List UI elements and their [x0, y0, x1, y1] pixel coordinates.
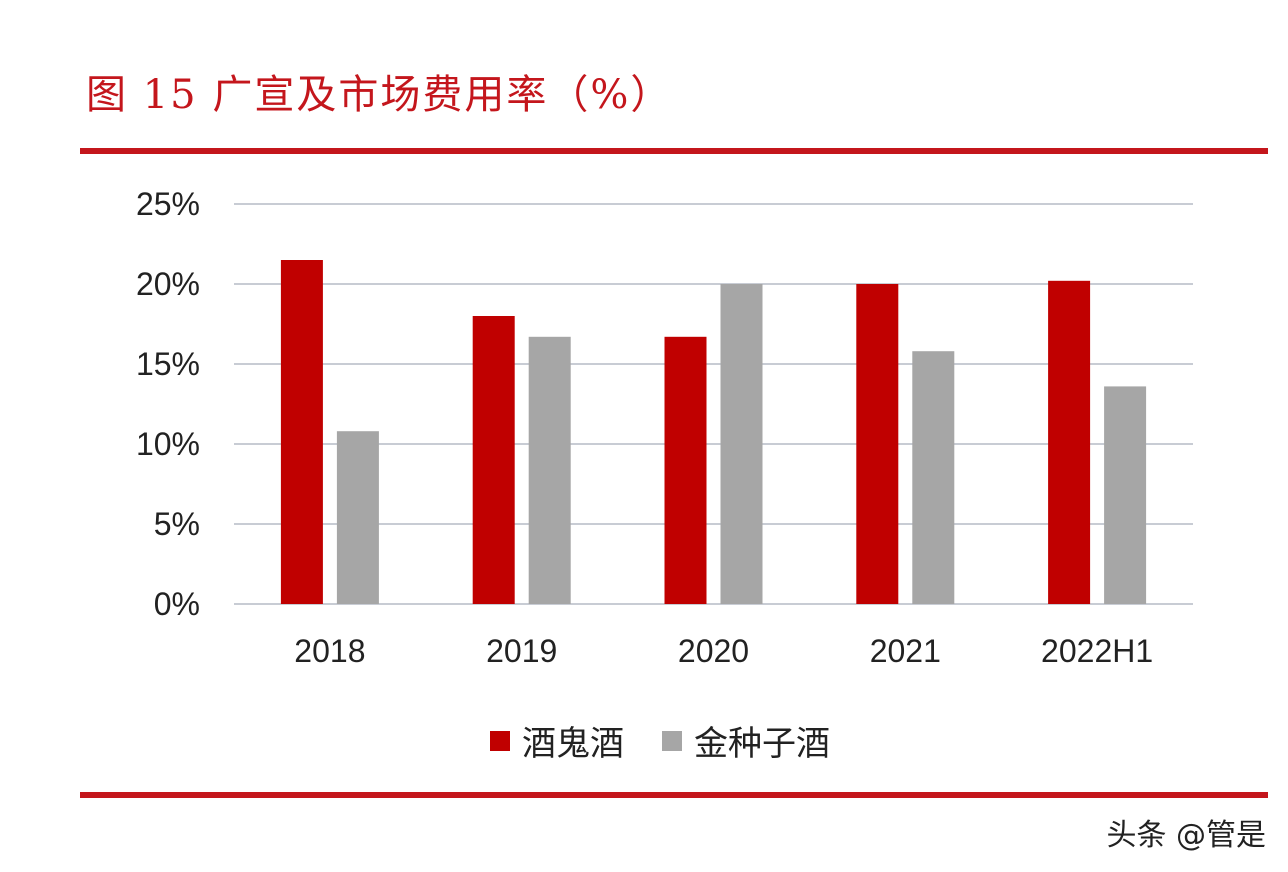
legend-swatch-series-2 — [662, 730, 682, 751]
y-tick-label: 20% — [136, 266, 200, 302]
legend-swatch-series-1 — [490, 730, 510, 751]
y-tick-label: 5% — [154, 506, 200, 542]
bar-series-1-2019 — [472, 316, 515, 604]
bar-series-2-2020 — [720, 284, 763, 604]
legend: 酒鬼酒 金种子酒 — [490, 716, 868, 765]
x-tick-label: 2021 — [870, 633, 941, 669]
y-tick-label: 15% — [136, 346, 200, 382]
bar-series-1-2022H1 — [1048, 280, 1091, 604]
y-tick-label: 10% — [136, 426, 200, 462]
x-tick-label: 2020 — [678, 633, 749, 669]
top-divider — [80, 148, 1268, 154]
x-tick-label: 2018 — [294, 633, 365, 669]
legend-item-series-1: 酒鬼酒 — [490, 716, 624, 765]
legend-label-series-2: 金种子酒 — [694, 724, 830, 764]
x-tick-label: 2022H1 — [1041, 633, 1153, 669]
legend-label-series-1: 酒鬼酒 — [522, 724, 624, 764]
bar-series-2-2019 — [528, 336, 571, 604]
watermark: 头条 @管是 — [1106, 818, 1266, 853]
y-tick-label: 25% — [136, 186, 200, 222]
bar-series-1-2020 — [664, 336, 707, 604]
bar-series-2-2018 — [336, 431, 379, 604]
bar-series-1-2021 — [856, 284, 899, 604]
bar-series-2-2021 — [912, 351, 955, 604]
bar-series-2-2022H1 — [1104, 386, 1147, 604]
chart-title: 图 15 广宣及市场费用率（%） — [86, 72, 673, 118]
y-tick-label: 0% — [154, 586, 200, 622]
bar-series-1-2018 — [280, 260, 323, 604]
x-tick-label: 2019 — [486, 633, 557, 669]
legend-item-series-2: 金种子酒 — [662, 716, 830, 765]
bottom-divider — [80, 792, 1268, 798]
